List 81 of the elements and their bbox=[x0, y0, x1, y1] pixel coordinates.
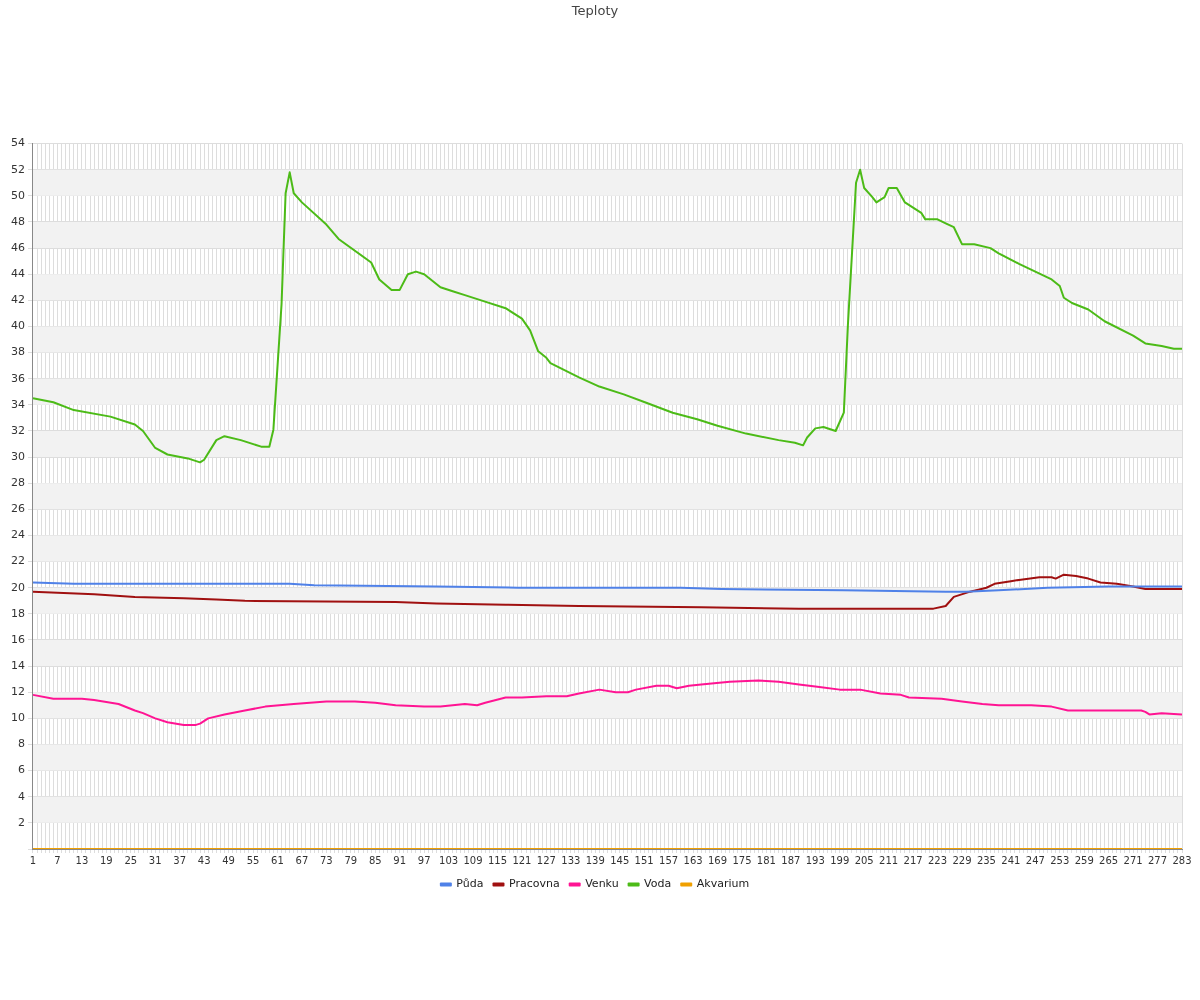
y-tick-label: 16 bbox=[11, 632, 25, 646]
y-tick-label: 26 bbox=[11, 502, 25, 516]
x-tick-label: 151 bbox=[634, 854, 654, 866]
y-tick-label: 24 bbox=[11, 528, 25, 542]
y-tick-label: 4 bbox=[18, 789, 25, 803]
y-tick-label: 8 bbox=[18, 737, 25, 751]
legend-label: Voda bbox=[644, 877, 672, 891]
y-tick-label: 12 bbox=[11, 685, 25, 699]
y-tick-label: 40 bbox=[11, 319, 25, 333]
x-tick-label: 67 bbox=[295, 854, 309, 866]
y-tick-label: 48 bbox=[11, 214, 25, 228]
x-tick-label: 7 bbox=[54, 854, 61, 866]
y-tick-label: 52 bbox=[11, 162, 25, 176]
x-tick-label: 205 bbox=[854, 854, 874, 866]
x-tick-label: 37 bbox=[173, 854, 187, 866]
x-tick-label: 139 bbox=[585, 854, 605, 866]
x-tick-label: 31 bbox=[148, 854, 162, 866]
x-tick-label: 241 bbox=[1001, 854, 1021, 866]
x-tick-label: 73 bbox=[319, 854, 333, 866]
y-tick-label: 54 bbox=[11, 136, 25, 150]
y-tick-label: 44 bbox=[11, 267, 25, 281]
x-tick-label: 91 bbox=[393, 854, 407, 866]
x-tick-label: 283 bbox=[1172, 854, 1192, 866]
x-tick-label: 187 bbox=[781, 854, 801, 866]
y-tick-label: 20 bbox=[11, 580, 25, 594]
x-tick-label: 235 bbox=[976, 854, 996, 866]
x-tick-label: 25 bbox=[124, 854, 138, 866]
y-tick-label: 10 bbox=[11, 711, 25, 725]
x-tick-label: 259 bbox=[1074, 854, 1094, 866]
x-tick-label: 211 bbox=[879, 854, 899, 866]
x-tick-label: 277 bbox=[1148, 854, 1168, 866]
x-tick-label: 253 bbox=[1050, 854, 1070, 866]
y-tick-label: 30 bbox=[11, 449, 25, 463]
x-tick-label: 217 bbox=[903, 854, 923, 866]
x-tick-label: 193 bbox=[805, 854, 825, 866]
x-tick-label: 163 bbox=[683, 854, 703, 866]
x-tick-label: 1 bbox=[29, 854, 37, 866]
y-tick-label: 34 bbox=[11, 397, 25, 411]
x-tick-label: 133 bbox=[561, 854, 581, 866]
x-tick-label: 85 bbox=[368, 854, 382, 866]
y-tick-label: 36 bbox=[11, 371, 25, 385]
y-tick-label: 14 bbox=[11, 658, 25, 672]
x-tick-label: 157 bbox=[659, 854, 679, 866]
x-tick-label: 271 bbox=[1123, 854, 1143, 866]
x-tick-label: 223 bbox=[927, 854, 948, 866]
x-tick-label: 13 bbox=[75, 854, 89, 866]
x-tick-label: 109 bbox=[463, 854, 483, 866]
y-tick-label: 6 bbox=[18, 763, 25, 777]
x-tick-label: 79 bbox=[344, 854, 358, 866]
x-tick-label: 265 bbox=[1099, 854, 1119, 866]
x-tick-label: 103 bbox=[439, 854, 459, 866]
x-tick-label: 49 bbox=[222, 854, 235, 866]
x-tick-label: 175 bbox=[732, 854, 752, 866]
x-tick-label: 127 bbox=[536, 854, 556, 866]
x-tick-label: 145 bbox=[610, 854, 630, 866]
y-tick-label: 28 bbox=[11, 476, 25, 490]
x-tick-label: 229 bbox=[952, 854, 972, 866]
y-tick-label: 22 bbox=[11, 554, 25, 568]
y-tick-label: 38 bbox=[11, 345, 25, 359]
x-tick-label: 61 bbox=[271, 854, 284, 866]
y-tick-label: 18 bbox=[11, 606, 25, 620]
x-tick-label: 121 bbox=[512, 854, 532, 866]
legend-label: Pracovna bbox=[508, 877, 560, 891]
x-tick-label: 43 bbox=[197, 854, 211, 866]
x-tick-label: 247 bbox=[1025, 854, 1045, 866]
x-tick-label: 181 bbox=[756, 854, 776, 866]
x-tick-label: 115 bbox=[487, 854, 508, 866]
y-tick-label: 42 bbox=[11, 293, 25, 307]
y-tick-label: 46 bbox=[11, 240, 25, 254]
x-tick-label: 19 bbox=[99, 854, 113, 866]
y-tick-label: 2 bbox=[18, 815, 25, 829]
legend-label: Akvarium bbox=[696, 877, 750, 891]
y-tick-label: 50 bbox=[11, 188, 25, 202]
y-tick-label: 32 bbox=[11, 423, 25, 437]
x-tick-label: 199 bbox=[830, 854, 850, 866]
x-tick-label: 97 bbox=[417, 854, 431, 866]
legend-label: Půda bbox=[456, 877, 484, 891]
legend-label: Venku bbox=[585, 877, 619, 891]
x-tick-label: 169 bbox=[707, 854, 728, 866]
x-tick-label: 55 bbox=[246, 854, 260, 866]
chart-title: Teploty bbox=[570, 3, 619, 19]
